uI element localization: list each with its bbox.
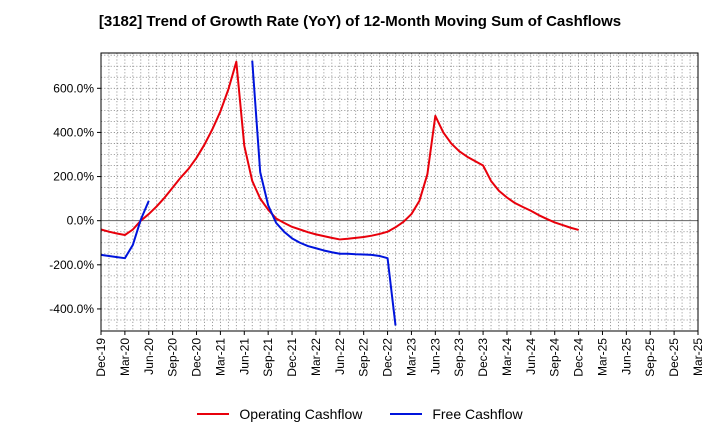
series-line-1	[100, 60, 397, 326]
plot-frame	[100, 52, 699, 332]
y-axis-ticks: -400.0% -200.0% 0.0% 200.0% 400.0% 600.0%	[49, 81, 101, 316]
x-tick-label: Sep-21	[261, 338, 275, 377]
x-tick-label: Dec-23	[476, 338, 490, 377]
x-axis-ticks: Dec-19 Mar-20 Jun-20 Sep-20 Dec-20 Mar-21 Jun-…	[94, 331, 705, 377]
series-lines	[100, 60, 579, 326]
series-line-0	[100, 60, 579, 241]
x-tick-label: Jun-23	[428, 338, 442, 375]
x-tick-label: Sep-25	[643, 338, 657, 377]
x-tick-label: Dec-21	[285, 338, 299, 377]
x-tick-label: Dec-19	[94, 338, 108, 377]
legend-item-free: Free Cashflow	[390, 406, 523, 422]
x-tick-label: Mar-21	[213, 338, 227, 376]
legend-label-free: Free Cashflow	[432, 406, 523, 422]
x-tick-label: Jun-21	[237, 338, 251, 375]
x-tick-label: Sep-23	[452, 338, 466, 377]
x-tick-label: Jun-25	[619, 338, 633, 375]
legend-label-operating: Operating Cashflow	[239, 406, 363, 422]
y-tick-label: -400.0%	[49, 302, 94, 316]
legend: Operating Cashflow Free Cashflow	[0, 406, 720, 422]
x-tick-label: Dec-24	[572, 338, 586, 377]
x-tick-label: Jun-20	[142, 338, 156, 375]
legend-swatch-operating	[197, 413, 230, 415]
y-tick-label: 0.0%	[67, 214, 95, 228]
y-tick-label: 200.0%	[53, 170, 94, 184]
x-tick-label: Jun-24	[524, 338, 538, 375]
legend-swatch-free	[390, 413, 423, 415]
x-tick-label: Mar-20	[118, 338, 132, 376]
grid-lines	[101, 53, 698, 331]
x-tick-label: Mar-25	[691, 338, 705, 376]
x-tick-label: Sep-22	[357, 338, 371, 377]
y-tick-label: -200.0%	[49, 258, 94, 272]
x-tick-label: Dec-20	[190, 338, 204, 377]
x-tick-label: Jun-22	[333, 338, 347, 375]
legend-item-operating: Operating Cashflow	[197, 406, 362, 422]
x-tick-label: Mar-24	[500, 338, 514, 376]
x-tick-label: Mar-25	[595, 338, 609, 376]
chart-title: [3182] Trend of Growth Rate (YoY) of 12-…	[98, 13, 622, 30]
x-tick-label: Sep-20	[166, 338, 180, 377]
x-tick-label: Sep-24	[548, 338, 562, 377]
x-tick-label: Dec-22	[381, 338, 395, 377]
x-tick-label: Dec-25	[667, 338, 681, 377]
x-tick-label: Mar-22	[309, 338, 323, 376]
y-tick-label: 400.0%	[53, 125, 94, 139]
x-tick-label: Mar-23	[404, 338, 418, 376]
y-tick-label: 600.0%	[53, 81, 94, 95]
